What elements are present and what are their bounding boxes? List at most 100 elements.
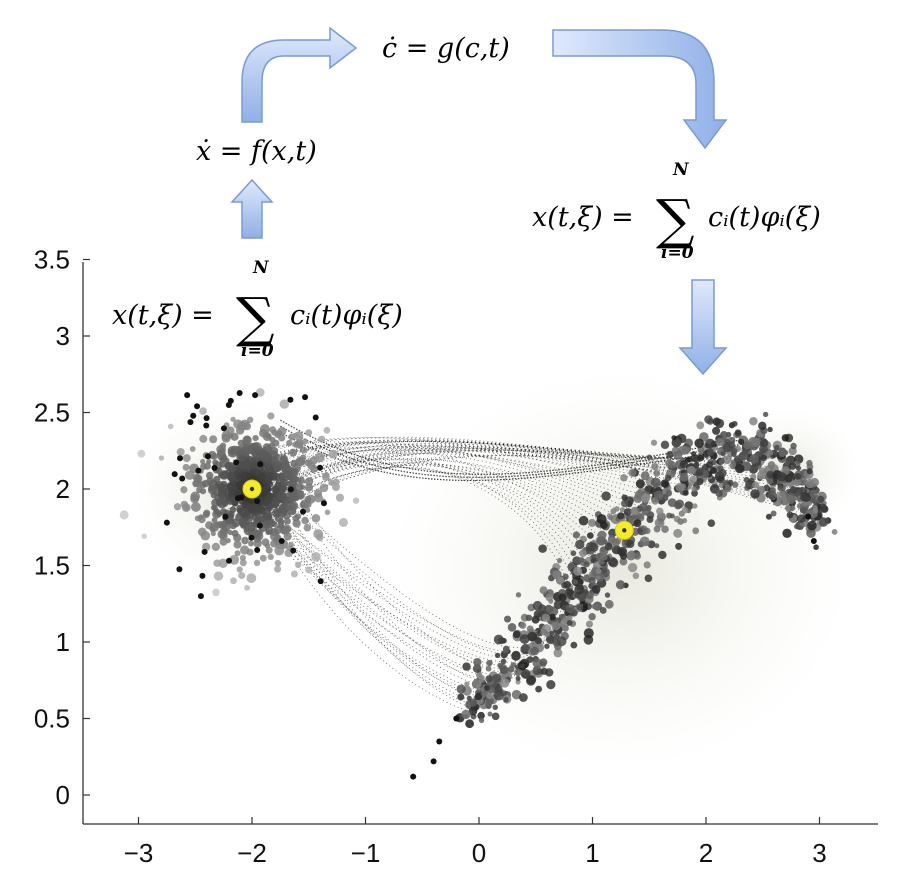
x-tick-label: 2 (699, 838, 713, 868)
particle (331, 483, 340, 492)
particle (200, 463, 207, 470)
particle (588, 577, 596, 585)
particle (515, 675, 521, 681)
particle (304, 507, 311, 513)
particle (275, 429, 283, 437)
particle (221, 522, 231, 532)
particle (766, 470, 775, 479)
particle (608, 528, 617, 538)
particle (249, 460, 258, 470)
particle (806, 468, 813, 475)
particle (302, 394, 309, 401)
particle (591, 603, 598, 610)
particle (646, 454, 652, 460)
up-arrow-icon (230, 178, 274, 239)
particle (240, 508, 250, 518)
particle (254, 546, 261, 553)
particle (486, 692, 494, 700)
particle (604, 542, 613, 551)
particle (660, 479, 669, 488)
particle (313, 493, 323, 503)
y-tick-label: 2.5 (34, 398, 70, 428)
particle (243, 459, 252, 469)
particle (204, 453, 211, 460)
particle (298, 444, 304, 450)
particle (228, 510, 235, 518)
expansion-right-rhs: cᵢ(t)φᵢ(ξ) (708, 202, 821, 233)
y-tick-label: 0.5 (34, 704, 70, 734)
particle (575, 539, 585, 550)
particle (615, 580, 626, 590)
particle (277, 491, 287, 501)
particle (300, 454, 307, 461)
particle (217, 498, 227, 509)
particle (538, 544, 547, 553)
particle (288, 433, 295, 441)
particle (526, 676, 536, 686)
particle (532, 600, 543, 611)
curved-arrow-down-icon (552, 29, 728, 150)
x-ticks: −3 −2 −1 0 1 2 3 (124, 817, 827, 868)
particle (588, 518, 597, 527)
y-tick-label: 1 (56, 627, 70, 657)
particle (687, 465, 696, 475)
particle (632, 572, 640, 580)
particle (255, 506, 263, 513)
particle (526, 656, 534, 664)
particle (231, 518, 241, 528)
particle (532, 665, 542, 676)
particle (266, 518, 274, 527)
particle (715, 489, 723, 498)
particle (617, 512, 625, 520)
particle (707, 519, 716, 528)
particle (656, 507, 664, 515)
particle (752, 481, 760, 489)
particle (304, 483, 314, 492)
particle (256, 451, 262, 458)
particle (688, 479, 695, 486)
particle (540, 667, 548, 675)
particle (225, 495, 236, 505)
particle (690, 451, 697, 457)
particle (208, 484, 215, 492)
particle (604, 592, 611, 598)
particle (474, 693, 483, 701)
particle (697, 454, 705, 462)
particle (163, 519, 170, 526)
particle (209, 435, 218, 444)
particle (283, 470, 294, 481)
particle (570, 641, 578, 649)
expansion-right-lower: i=0 (661, 243, 694, 263)
particle (320, 500, 327, 507)
particle (328, 449, 338, 459)
particle (599, 607, 607, 614)
particle (213, 475, 221, 483)
trajectory-curve (272, 462, 513, 685)
particle (551, 621, 561, 631)
particle (552, 570, 561, 579)
trajectory-curve (255, 443, 729, 475)
particle (572, 531, 581, 539)
particle (675, 482, 685, 492)
particle (556, 636, 567, 647)
particle (650, 439, 658, 446)
particle (198, 514, 204, 520)
particle (137, 449, 146, 458)
particle (749, 417, 758, 426)
particle (290, 570, 298, 578)
particle (119, 510, 129, 520)
particle (788, 446, 797, 456)
particle (694, 438, 704, 448)
y-ticks: 0 0.5 1 1.5 2 2.5 3 3.5 (34, 245, 90, 810)
sum-icon: ∑ (236, 286, 275, 349)
particle (292, 441, 299, 448)
particle (294, 513, 302, 520)
particle (203, 415, 210, 422)
particle (259, 424, 270, 435)
particle (512, 630, 521, 639)
particle (574, 584, 585, 595)
particle (294, 561, 302, 569)
trajectory-curve (264, 498, 523, 680)
particle (714, 418, 725, 429)
particle (487, 711, 493, 717)
